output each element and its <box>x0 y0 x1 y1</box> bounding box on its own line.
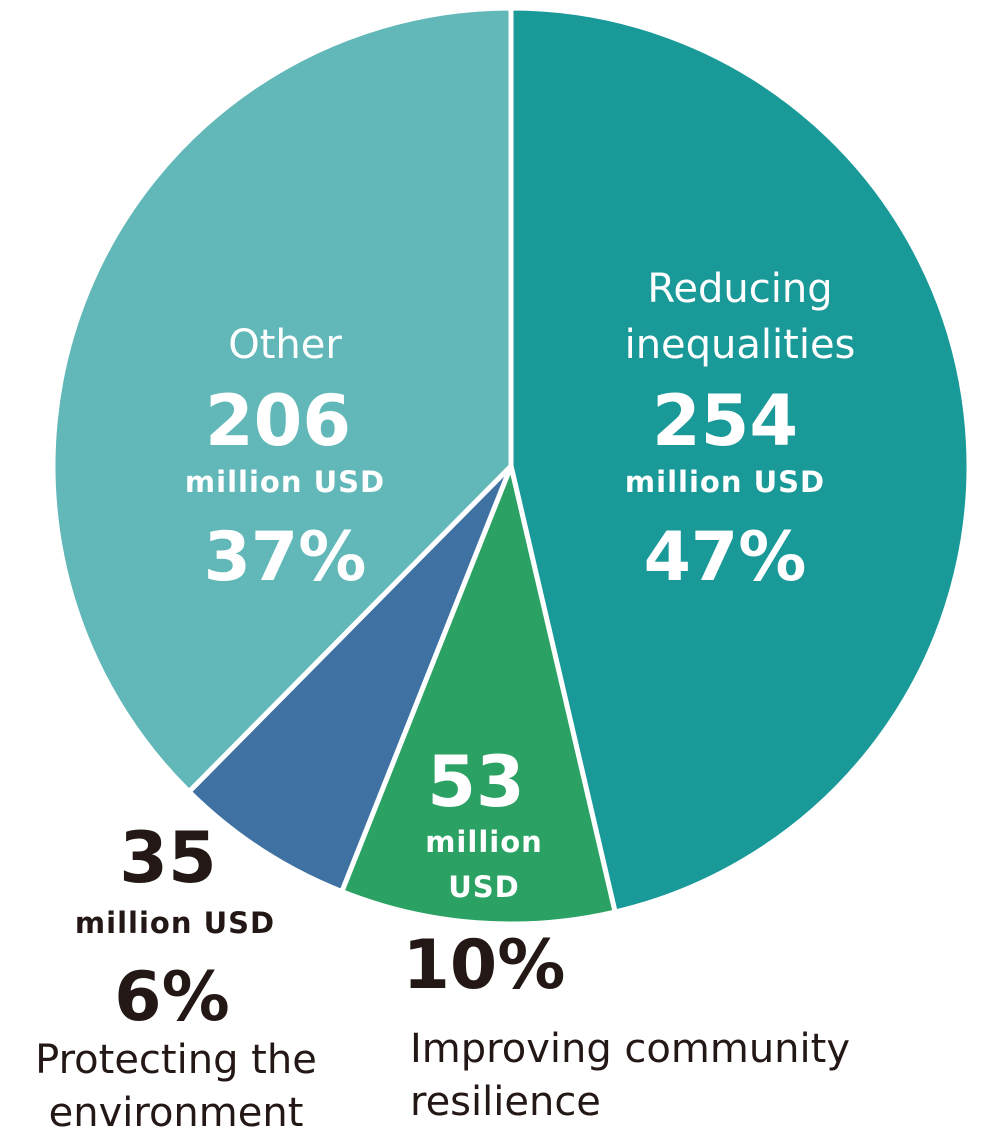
slice-name-line: Improving community <box>410 1026 850 1072</box>
slice-name-line: environment <box>49 1090 304 1136</box>
slice-name-line: resilience <box>410 1079 601 1125</box>
slice-value: 53 <box>427 741 524 823</box>
slice-name-line: Other <box>228 322 342 368</box>
slice-label-improving-community-resilience: 53 million USD 10% Improving community r… <box>403 741 850 1125</box>
slice-name-line: Reducing <box>647 266 832 312</box>
pie-slice-improving-community-resilience <box>339 463 618 927</box>
pie-slices <box>50 5 972 927</box>
slice-percent: 37% <box>204 518 367 597</box>
slice-label-other: Other 206 million USD 37% <box>185 322 385 597</box>
slice-percent: 47% <box>644 518 807 597</box>
slice-unit: million USD <box>625 465 825 499</box>
pie-slice-protecting-the-environment <box>186 463 514 895</box>
slice-value: 206 <box>205 380 351 462</box>
pie-slice-other <box>50 5 514 795</box>
slice-unit: million USD <box>185 465 385 499</box>
slice-label-protecting-the-environment: 35 million USD 6% Protecting the environ… <box>35 817 317 1136</box>
slice-label-reducing-inequalities: Reducing inequalities 254 million USD 47… <box>625 266 856 597</box>
slice-value: 35 <box>119 817 216 899</box>
slice-value: 254 <box>652 380 798 462</box>
slice-name-line: Protecting the <box>35 1037 317 1083</box>
slice-percent: 10% <box>403 926 566 1005</box>
slice-name-line: inequalities <box>625 322 856 368</box>
slice-unit: USD <box>448 870 520 904</box>
pie-slice-reducing-inequalities <box>508 5 972 915</box>
slice-percent: 6% <box>114 958 229 1037</box>
slice-unit: million USD <box>75 906 275 940</box>
slice-unit: million <box>425 825 543 859</box>
